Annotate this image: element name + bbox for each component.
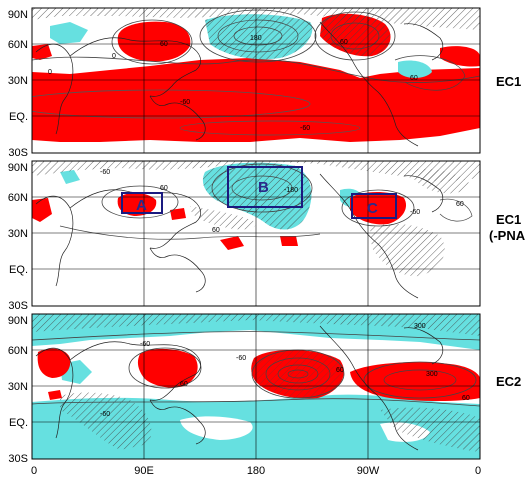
contour-label: 60	[462, 395, 470, 402]
y-tick: 30N	[8, 75, 28, 87]
x-axis: 0 90E 180 90W 0	[31, 465, 481, 477]
contour-label: 300	[426, 371, 438, 378]
contour-label: 60	[212, 227, 220, 234]
y-tick: EQ.	[9, 111, 28, 123]
x-tick: 0	[31, 465, 37, 477]
panel-label-ec1: EC1	[496, 74, 521, 89]
contour-label: 0	[112, 53, 116, 60]
panel-label-ec2: EC2	[496, 374, 521, 389]
y-tick: 60N	[8, 192, 28, 204]
contour-label: 60	[410, 75, 418, 82]
y-tick: 90N	[8, 9, 28, 21]
y-tick: 30N	[8, 381, 28, 393]
x-tick: 0	[475, 465, 481, 477]
y-tick: 90N	[8, 162, 28, 174]
y-tick: 60N	[8, 345, 28, 357]
contour-label: 60	[160, 185, 168, 192]
y-tick: EQ.	[9, 264, 28, 276]
y-tick: 30S	[8, 453, 28, 465]
contour-label: 60	[336, 367, 344, 374]
region-box-a-label: A	[136, 197, 147, 214]
contour-label: -60	[140, 341, 150, 348]
contour-label: -60	[180, 99, 190, 106]
contour-label: -180	[284, 187, 298, 194]
x-tick: 180	[247, 465, 265, 477]
panel-ec2: 300 -60 60 -60 60 300 -60 60 EC2 90N 60N…	[8, 313, 521, 465]
panel-ec1: 60 180 60 60 -60 -60 0 0 EC1 90N 60N 30N…	[8, 7, 521, 159]
x-tick: 90E	[134, 465, 154, 477]
region-box-a	[121, 192, 163, 214]
contour-label: 60	[180, 381, 188, 388]
contour-label: -60	[100, 411, 110, 418]
panel-label-ec1-line2: (-PNA)	[489, 228, 525, 243]
positive-blob-asia	[117, 21, 191, 62]
contour-label: -60	[236, 355, 246, 362]
y-tick: 60N	[8, 39, 28, 51]
panel-label-ec1-line1: EC1	[496, 212, 521, 227]
positive-blob-atlantic	[350, 362, 480, 401]
contour-label: -60	[300, 125, 310, 132]
contour-label: -60	[100, 169, 110, 176]
panel-ec1-pna: -60 60 -180 60 -60 60 A B C EC1 (-PNA) 9…	[8, 160, 525, 312]
region-box-c-label: C	[367, 200, 378, 217]
contour-label: 60	[340, 39, 348, 46]
y-tick: 90N	[8, 315, 28, 327]
contour-label: 180	[250, 35, 262, 42]
y-tick: EQ.	[9, 417, 28, 429]
positive-blob-a	[117, 192, 157, 216]
positive-blob-asia	[37, 348, 71, 378]
y-tick: 30S	[8, 147, 28, 159]
x-tick: 90W	[357, 465, 380, 477]
y-tick: 30S	[8, 300, 28, 312]
region-box-b-label: B	[258, 179, 269, 196]
region-box-b	[227, 166, 303, 208]
contour-label: 300	[414, 323, 426, 330]
contour-label: 0	[48, 69, 52, 76]
region-box-c	[351, 193, 397, 219]
positive-blob-c	[350, 192, 407, 225]
contour-label: -60	[410, 209, 420, 216]
y-tick: 30N	[8, 228, 28, 240]
positive-blob-central-asia	[137, 348, 198, 388]
contour-label: 60	[456, 201, 464, 208]
contour-label: 60	[160, 41, 168, 48]
